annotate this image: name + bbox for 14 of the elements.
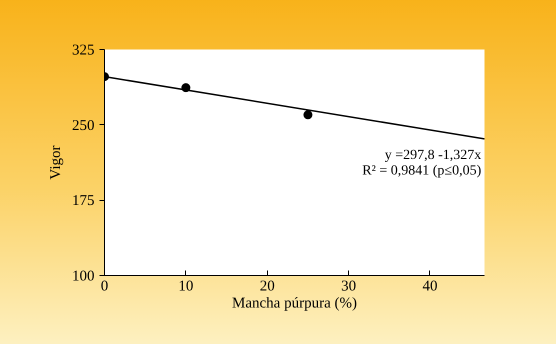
y-axis-title: Vigor: [48, 145, 64, 180]
annotation: y =297,8 -1,327x: [384, 148, 482, 164]
x-tick-label: 40: [422, 278, 438, 294]
x-axis-title: Mancha púrpura (%): [232, 296, 357, 312]
x-tick-label: 0: [100, 278, 108, 294]
y-tick-label: 175: [72, 193, 94, 210]
y-tick-label: 100: [72, 268, 94, 284]
y-tick-label: 250: [72, 118, 94, 134]
x-tick-label: 30: [341, 278, 356, 294]
annotation: R² = 0,9841 (p≤0,05): [362, 163, 482, 178]
x-tick-label: 10: [178, 278, 194, 294]
x-tick-label: 20: [260, 278, 275, 294]
y-tick-label: 325: [72, 42, 94, 58]
point: [303, 110, 312, 120]
